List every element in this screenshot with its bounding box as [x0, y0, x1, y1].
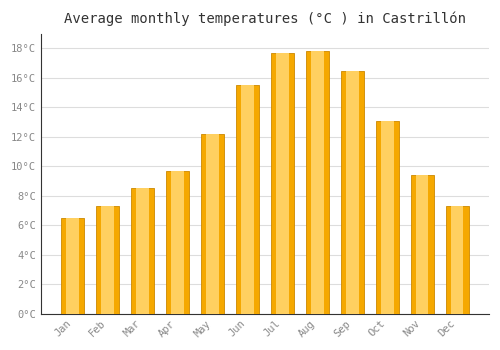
Bar: [416, 175, 428, 314]
Bar: [62, 218, 84, 314]
Bar: [311, 51, 324, 314]
Bar: [346, 71, 358, 314]
Bar: [276, 53, 288, 314]
Bar: [66, 218, 79, 314]
Bar: [271, 53, 294, 314]
Bar: [102, 206, 114, 314]
Bar: [451, 206, 464, 314]
Bar: [306, 51, 328, 314]
Bar: [446, 206, 468, 314]
Bar: [96, 206, 119, 314]
Bar: [201, 134, 224, 314]
Bar: [341, 71, 363, 314]
Bar: [166, 171, 189, 314]
Bar: [411, 175, 434, 314]
Bar: [381, 121, 394, 314]
Title: Average monthly temperatures (°C ) in Castrillón: Average monthly temperatures (°C ) in Ca…: [64, 11, 466, 26]
Bar: [172, 171, 184, 314]
Bar: [136, 188, 149, 314]
Bar: [241, 85, 254, 314]
Bar: [376, 121, 398, 314]
Bar: [206, 134, 218, 314]
Bar: [236, 85, 259, 314]
Bar: [131, 188, 154, 314]
